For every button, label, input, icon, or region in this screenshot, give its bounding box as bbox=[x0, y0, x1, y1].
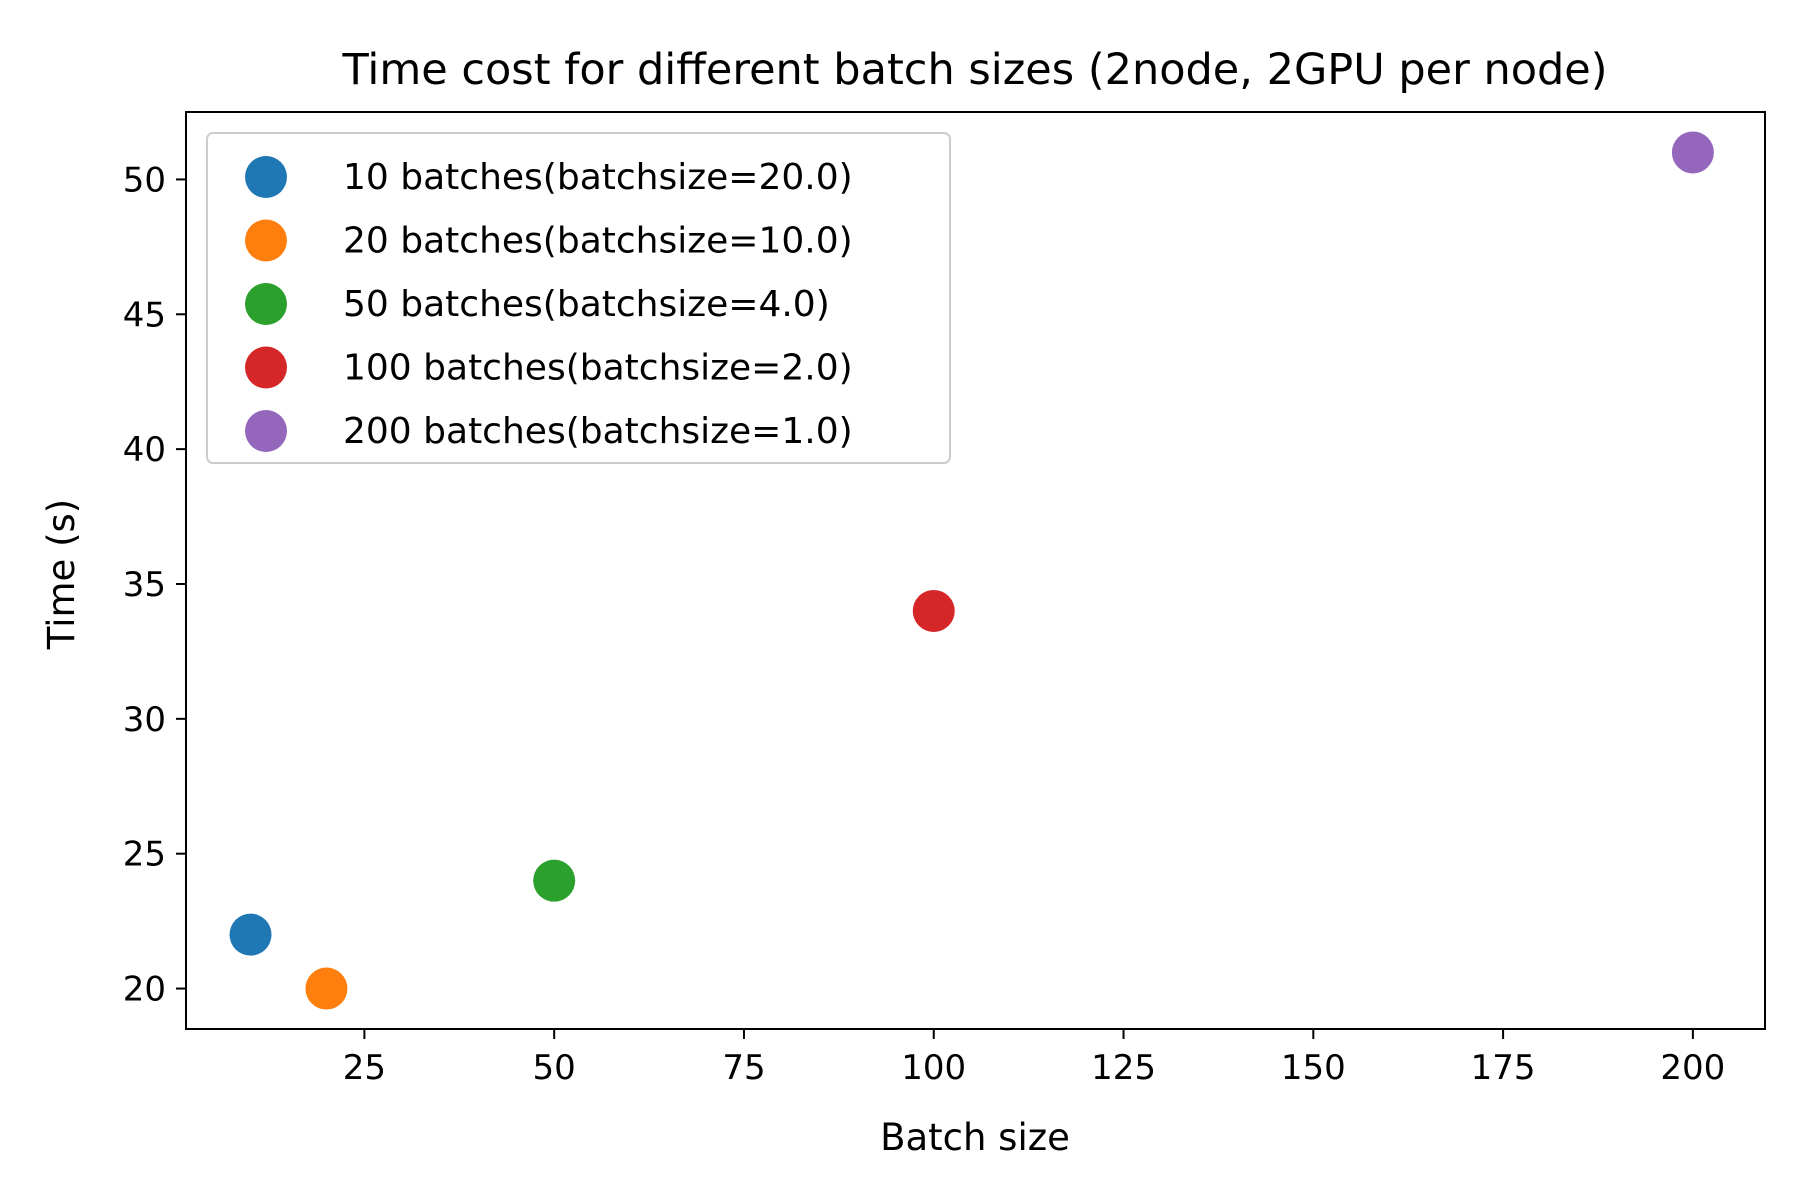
x-tick-label: 25 bbox=[343, 1048, 386, 1088]
legend-marker bbox=[245, 219, 287, 262]
y-tick-label: 30 bbox=[123, 700, 166, 740]
legend-label: 20 batches(batchsize=10.0) bbox=[343, 221, 853, 262]
legend-box bbox=[206, 132, 951, 464]
x-tick-label: 100 bbox=[901, 1048, 966, 1088]
data-points bbox=[229, 131, 1714, 1010]
y-tick-label: 40 bbox=[123, 430, 166, 470]
x-tick-label: 75 bbox=[722, 1048, 765, 1088]
x-tick-label: 175 bbox=[1471, 1048, 1536, 1088]
data-point bbox=[305, 967, 348, 1010]
y-tick-label: 35 bbox=[123, 565, 166, 605]
x-tick-label: 150 bbox=[1281, 1048, 1346, 1088]
y-tick-label: 50 bbox=[123, 160, 166, 200]
legend-marker bbox=[245, 156, 287, 198]
legend-label: 100 batches(batchsize=2.0) bbox=[343, 348, 853, 389]
legend-label: 50 batches(batchsize=4.0) bbox=[343, 284, 830, 325]
legend: 10 batches(batchsize=20.0) 20 batches(bat… bbox=[206, 132, 951, 464]
data-point bbox=[912, 589, 955, 632]
x-tick-label: 50 bbox=[533, 1048, 576, 1088]
x-tick-label: 125 bbox=[1091, 1048, 1156, 1088]
x-axis-title: Batch size bbox=[880, 1116, 1070, 1159]
data-point bbox=[533, 859, 576, 902]
legend-label: 200 batches(batchsize=1.0) bbox=[343, 411, 853, 452]
chart-title: Time cost for different batch sizes (2no… bbox=[341, 45, 1607, 95]
legend-marker bbox=[245, 410, 287, 452]
legend-marker bbox=[245, 346, 287, 389]
y-tick-label: 25 bbox=[123, 835, 166, 875]
x-axis-ticks: 25 50 75 100 125 150 175 200 bbox=[343, 1029, 1725, 1088]
legend-marker bbox=[245, 283, 287, 325]
legend-label: 10 batches(batchsize=20.0) bbox=[343, 157, 853, 198]
y-axis-title: Time (s) bbox=[40, 499, 83, 650]
data-point bbox=[1671, 131, 1714, 174]
data-point bbox=[229, 913, 272, 956]
x-tick-label: 200 bbox=[1660, 1048, 1725, 1088]
y-tick-label: 20 bbox=[123, 970, 166, 1010]
y-axis-ticks: 20 25 30 35 40 45 50 bbox=[123, 160, 186, 1010]
y-tick-label: 45 bbox=[123, 295, 166, 335]
